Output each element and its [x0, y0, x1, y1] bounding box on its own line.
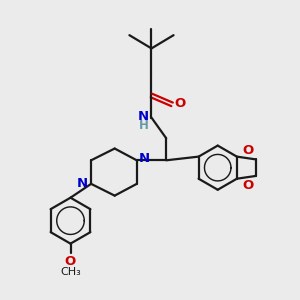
Text: O: O — [242, 179, 254, 192]
Text: H: H — [139, 119, 149, 132]
Text: CH₃: CH₃ — [60, 267, 81, 277]
Text: N: N — [77, 177, 88, 190]
Text: O: O — [64, 255, 76, 268]
Text: O: O — [174, 97, 186, 110]
Text: N: N — [139, 152, 150, 165]
Text: O: O — [242, 144, 254, 157]
Text: N: N — [138, 110, 149, 123]
